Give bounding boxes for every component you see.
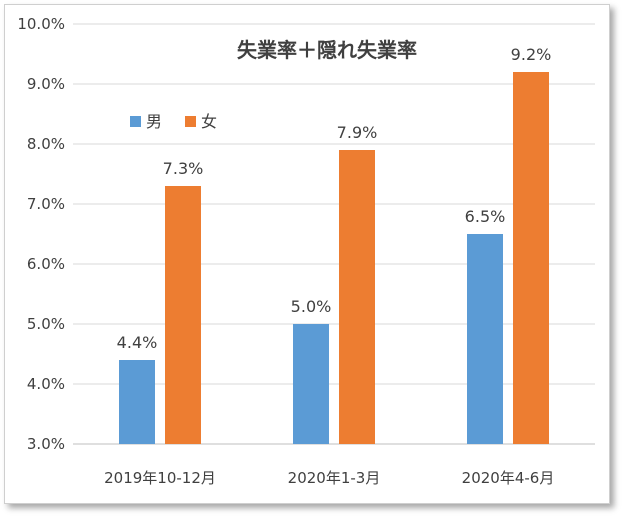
x-category-label: 2019年10-12月 <box>104 469 216 487</box>
y-tick-label: 9.0% <box>27 75 65 93</box>
data-label: 7.9% <box>337 123 378 142</box>
bar-male-0 <box>119 360 155 444</box>
x-category-label: 2020年4-6月 <box>462 469 555 487</box>
chart-title: 失業率＋隠れ失業率 <box>237 38 417 62</box>
y-axis-ticks: 3.0% 4.0% 5.0% 6.0% 7.0% 8.0% 9.0% 10.0% <box>17 15 65 453</box>
chart-frame: 3.0% 4.0% 5.0% 6.0% 7.0% 8.0% 9.0% 10.0% 4.4% 7.… <box>4 4 610 504</box>
data-labels: 4.4% 7.3% 5.0% 7.9% 6.5% 9.2% <box>117 45 552 352</box>
bar-female-1 <box>339 150 375 444</box>
chart-svg: 3.0% 4.0% 5.0% 6.0% 7.0% 8.0% 9.0% 10.0% 4.4% 7.… <box>17 15 595 487</box>
legend-swatch-female <box>185 116 196 127</box>
data-label: 7.3% <box>163 159 204 178</box>
y-tick-label: 10.0% <box>17 15 65 33</box>
y-tick-label: 8.0% <box>27 135 65 153</box>
x-category-label: 2020年1-3月 <box>288 469 381 487</box>
bar-male-1 <box>293 324 329 444</box>
y-tick-label: 3.0% <box>27 435 65 453</box>
data-label: 6.5% <box>465 207 506 226</box>
legend: 男 女 <box>130 112 217 131</box>
bar-female-2 <box>513 72 549 444</box>
y-tick-label: 7.0% <box>27 195 65 213</box>
data-label: 9.2% <box>511 45 552 64</box>
bars <box>119 72 549 444</box>
bar-female-0 <box>165 186 201 444</box>
data-label: 4.4% <box>117 333 158 352</box>
grid-layer <box>73 23 595 445</box>
y-tick-label: 6.0% <box>27 255 65 273</box>
legend-label-female: 女 <box>201 112 217 131</box>
x-axis-categories: 2019年10-12月 2020年1-3月 2020年4-6月 <box>104 469 554 487</box>
data-label: 5.0% <box>291 297 332 316</box>
legend-swatch-male <box>130 116 141 127</box>
bar-male-2 <box>467 234 503 444</box>
legend-label-male: 男 <box>146 112 162 131</box>
y-tick-label: 4.0% <box>27 375 65 393</box>
y-tick-label: 5.0% <box>27 315 65 333</box>
